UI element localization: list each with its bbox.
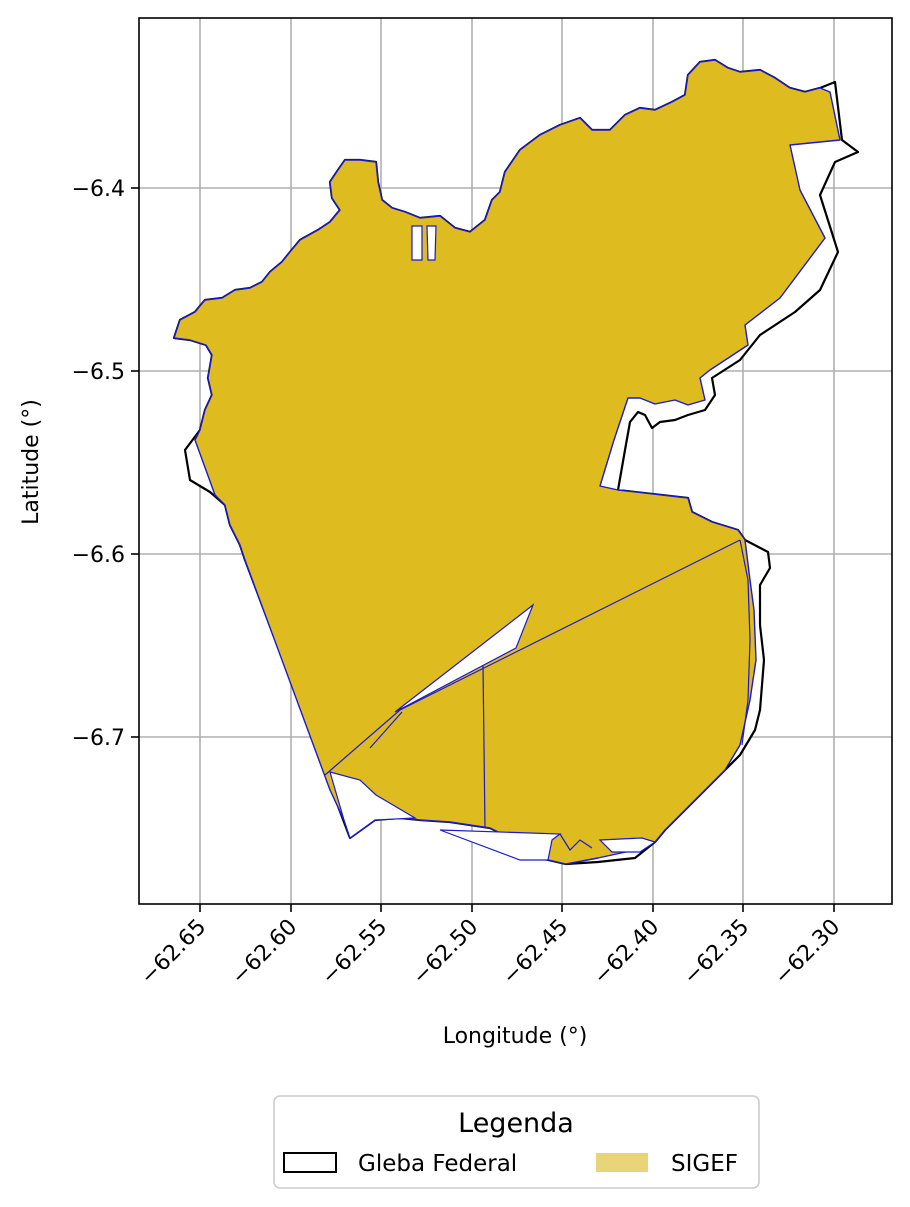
x-tick-label: −62.65 — [136, 915, 211, 990]
legend-label-gleba-federal: Gleba Federal — [358, 1151, 517, 1177]
y-tick-label: −6.4 — [72, 177, 125, 202]
x-tick-label: −62.35 — [679, 915, 754, 990]
x-tick-label: −62.40 — [589, 915, 664, 990]
sigef-internal-boundaries — [324, 539, 751, 851]
x-tick-label: −62.30 — [770, 915, 845, 990]
y-tick-labels: −6.4 −6.5 −6.6 −6.7 — [72, 177, 125, 751]
y-tick-label: −6.5 — [72, 360, 125, 385]
x-tick-label: −62.50 — [408, 915, 483, 990]
x-axis-title: Longitude (°) — [443, 1024, 588, 1049]
legend-swatch-sigef — [596, 1153, 648, 1172]
legend: Legenda Gleba Federal SIGEF — [273, 1095, 760, 1189]
x-tick-label: −62.60 — [227, 915, 302, 990]
y-tick-label: −6.7 — [72, 726, 125, 751]
legend-label-sigef: SIGEF — [671, 1151, 738, 1177]
legend-title: Legenda — [458, 1108, 574, 1139]
tick-marks — [131, 187, 835, 912]
x-tick-label: −62.45 — [498, 915, 573, 990]
y-tick-label: −6.6 — [72, 543, 125, 568]
sigef-gaps — [329, 225, 657, 861]
x-tick-label: −62.55 — [317, 915, 392, 990]
y-axis-title: Latitude (°) — [19, 399, 44, 525]
x-tick-labels: −62.65 −62.60 −62.55 −62.50 −62.45 −62.4… — [136, 915, 845, 990]
plot-frame — [138, 17, 893, 905]
legend-swatch-gleba-federal — [283, 1152, 337, 1173]
sigef-parcels — [173, 59, 841, 865]
